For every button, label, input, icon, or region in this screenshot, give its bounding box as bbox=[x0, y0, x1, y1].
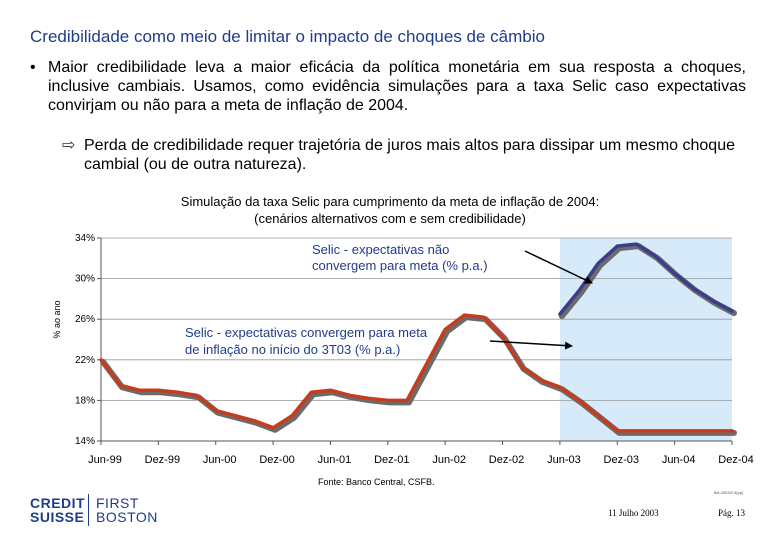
y-tick-label: 30% bbox=[75, 274, 95, 285]
logo-divider bbox=[88, 494, 89, 526]
x-tick-label: Jun-02 bbox=[432, 454, 466, 466]
x-tick-label: Dez-00 bbox=[259, 454, 294, 466]
x-tick-label: Dez-03 bbox=[604, 454, 639, 466]
y-tick-label: 22% bbox=[75, 355, 95, 366]
page-number: Pág. 13 bbox=[718, 508, 745, 518]
y-axis-label: % ao ano bbox=[52, 300, 62, 338]
series-label-credibility: de inflação no início do 3T03 (% p.a.) bbox=[185, 342, 400, 357]
arrow-credibility bbox=[489, 340, 573, 350]
x-tick-label: Jun-03 bbox=[547, 454, 581, 466]
y-tick-label: 14% bbox=[75, 436, 95, 447]
x-tick-label: Dez-99 bbox=[145, 454, 180, 466]
chart-source: Fonte: Banco Central, CSFB. bbox=[318, 477, 435, 487]
x-tick-label: Jun-04 bbox=[662, 454, 696, 466]
x-tick-label: Dez-04 bbox=[718, 454, 753, 466]
chart-title-line-1: Simulação da taxa Selic para cumprimento… bbox=[180, 194, 600, 209]
y-tick-label: 18% bbox=[75, 395, 95, 406]
x-tick-label: Jun-00 bbox=[203, 454, 237, 466]
series-label-credibility: Selic - expectativas convergem para meta bbox=[185, 325, 428, 340]
first-boston-logo: FIRST BOSTON bbox=[96, 496, 158, 524]
series-line-credibility bbox=[99, 313, 734, 433]
logo-line-3: FIRST bbox=[96, 495, 139, 511]
page-title: Credibilidade como meio de limitar o imp… bbox=[30, 27, 545, 46]
sub-bullet: ⇨ Perda de credibilidade requer trajetór… bbox=[62, 136, 762, 174]
chart-title-line-2: (cenários alternativos com e sem credibi… bbox=[254, 211, 526, 226]
logo-line-4: BOSTON bbox=[96, 509, 158, 525]
x-tick-label: Jun-99 bbox=[88, 454, 122, 466]
bullet-dot-icon: • bbox=[30, 59, 36, 76]
document-date: 11 Julho 2003 bbox=[608, 508, 659, 518]
x-tick-label: Dez-02 bbox=[489, 454, 524, 466]
x-tick-label: Jun-01 bbox=[318, 454, 352, 466]
arrow-no-credibility bbox=[524, 250, 593, 284]
main-bullet: • Maior credibilidade leva a maior eficá… bbox=[30, 58, 746, 115]
series-label-no-credibility: Selic - expectativas não bbox=[312, 242, 449, 257]
series-label-no-credibility: convergem para meta (% p.a.) bbox=[312, 258, 488, 273]
sub-bullet-text: Perda de credibilidade requer trajetória… bbox=[84, 137, 735, 173]
arrow-right-icon: ⇨ bbox=[62, 137, 76, 154]
x-tick-label: Dez-01 bbox=[374, 454, 409, 466]
main-bullet-text: Maior credibilidade leva a maior eficáci… bbox=[48, 59, 746, 114]
y-tick-label: 34% bbox=[75, 233, 95, 244]
y-tick-label: 26% bbox=[75, 314, 95, 325]
forecast-shade bbox=[559, 238, 732, 441]
logo-line-2: SUISSE bbox=[30, 509, 85, 525]
chart-title: Simulação da taxa Selic para cumprimento… bbox=[100, 193, 680, 227]
credit-suisse-logo: CREDIT SUISSE bbox=[30, 496, 85, 524]
document-code: BA-2003/0 5(pp) bbox=[714, 490, 744, 495]
logo-line-1: CREDIT bbox=[30, 495, 86, 511]
